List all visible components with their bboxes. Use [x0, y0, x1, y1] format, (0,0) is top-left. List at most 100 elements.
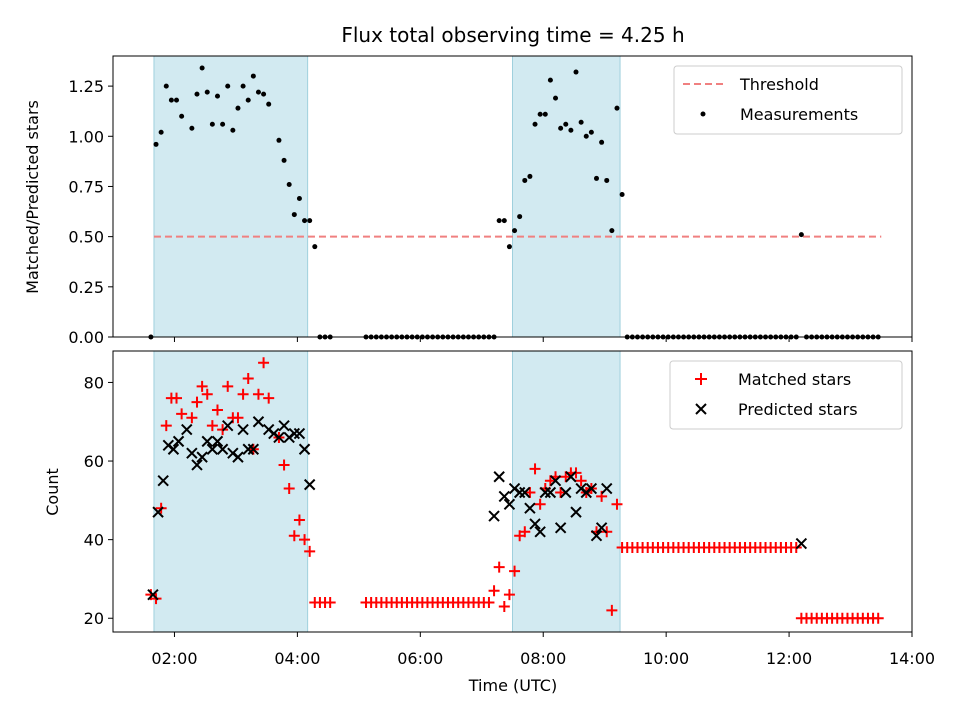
measurement-point	[194, 91, 200, 97]
measurement-point	[619, 191, 625, 197]
top-y-axis-label: Matched/Predicted stars	[23, 100, 42, 294]
matched-star-point	[201, 388, 213, 400]
predicted-star-point	[181, 423, 193, 436]
measurement-point	[307, 218, 313, 224]
bottom-y-tick-label: 40	[84, 531, 104, 550]
measurement-point	[527, 173, 533, 179]
predicted-star-point	[560, 486, 572, 499]
legend-matched-label: Matched stars	[738, 370, 851, 389]
measurement-point	[522, 177, 528, 183]
top-observing-spans	[153, 55, 621, 338]
measurement-point	[204, 89, 210, 95]
top-y-tick-label: 1.00	[68, 127, 104, 146]
predicted-star-point	[519, 486, 531, 499]
matched-star-point	[283, 483, 295, 495]
predicted-star-point	[288, 427, 301, 440]
predicted-star-point	[216, 443, 229, 455]
matched-star-point	[324, 597, 336, 609]
measurement-point	[583, 133, 589, 139]
measurement-point	[250, 73, 256, 79]
x-tick-label: 08:00	[520, 649, 566, 668]
measurement-point	[563, 121, 569, 127]
matched-star-point	[524, 486, 536, 498]
measurement-point	[517, 214, 523, 220]
bottom-y-tick-label: 20	[84, 609, 104, 628]
predicted-star-point	[503, 498, 516, 510]
predicted-star-point	[157, 474, 169, 487]
legend-predicted-label: Predicted stars	[738, 400, 858, 419]
top-y-ticks: 0.00 0.25 0.50 0.75 1.00 1.25	[68, 77, 113, 347]
measurement-point	[532, 121, 538, 127]
x-tick-label: 14:00	[889, 649, 935, 668]
top-axes-frame	[112, 55, 913, 338]
measurement-point	[558, 125, 564, 131]
matched-star-point	[611, 498, 623, 510]
measurement-point	[261, 91, 267, 97]
measurement-point	[230, 127, 236, 133]
matched-star-point	[519, 526, 531, 538]
matched-star-point	[288, 530, 300, 542]
predicted-star-point	[554, 522, 567, 534]
measurement-point	[542, 111, 548, 117]
matched-star-point	[196, 380, 208, 392]
predicted-star-point	[570, 506, 582, 518]
predicted-star-point	[201, 435, 213, 448]
predicted-star-point	[544, 486, 557, 499]
measurement-point	[512, 228, 518, 234]
bottom-x-ticks: 02:00 04:00 06:00 08:00 10:00 12:00 14:00	[151, 632, 935, 668]
measurement-point	[501, 218, 507, 224]
predicted-star-point	[524, 502, 536, 514]
predicted-star-point	[247, 443, 260, 455]
measurement-point	[199, 65, 205, 71]
matched-star-point	[278, 459, 290, 471]
top-y-tick-label: 0.00	[68, 328, 104, 347]
bottom-y-axis-label: Count	[43, 468, 62, 516]
legend-measurement-swatch	[700, 111, 706, 117]
matched-star-point	[509, 565, 521, 577]
measurement-point	[235, 105, 241, 111]
predicted-star-point	[493, 471, 505, 483]
predicted-star-point	[595, 522, 608, 534]
x-tick-label: 12:00	[766, 649, 812, 668]
predicted-star-point	[242, 443, 254, 455]
measurement-point	[506, 244, 512, 250]
top-y-tick-label: 0.50	[68, 228, 104, 247]
top-y-tick-label: 1.25	[68, 77, 104, 96]
measurement-point	[588, 129, 594, 135]
matched-star-point	[160, 420, 172, 432]
matched-star-point	[529, 463, 541, 475]
matched-star-point	[237, 388, 249, 400]
measurement-point	[312, 244, 318, 250]
matched-star-point	[493, 561, 505, 573]
matched-star-point	[211, 404, 223, 416]
matched-star-point	[206, 420, 218, 432]
predicted-star-point	[488, 510, 500, 522]
measurement-point	[220, 121, 226, 127]
predicted-star-point	[795, 537, 808, 550]
matched-star-point	[503, 589, 515, 601]
measurement-point	[568, 127, 574, 133]
predicted-star-point	[167, 443, 180, 455]
x-tick-label: 04:00	[274, 649, 320, 668]
x-tick-label: 06:00	[397, 649, 443, 668]
top-y-tick-label: 0.75	[68, 177, 104, 196]
legend-matched-swatch	[695, 373, 707, 385]
observing-span	[512, 55, 621, 338]
measurement-point	[266, 101, 272, 107]
matched-star-point	[488, 585, 500, 597]
matched-star-point	[534, 498, 546, 510]
top-y-tick-label: 0.25	[68, 278, 104, 297]
measurement-point	[276, 137, 282, 143]
measurement-point	[240, 83, 246, 89]
matched-star-point	[299, 534, 311, 546]
observing-span	[153, 55, 309, 338]
bottom-x-axis-label: Time (UTC)	[468, 676, 557, 695]
predicted-star-point	[186, 447, 198, 459]
legend-threshold-label: Threshold	[739, 75, 819, 94]
matched-star-point	[232, 412, 244, 424]
bottom-panel: 02:00 04:00 06:00 08:00 10:00 12:00 14:00 20 40…	[43, 350, 935, 695]
measurement-point	[614, 105, 620, 111]
measurement-point	[281, 157, 287, 163]
measurement-point	[599, 139, 605, 145]
measurement-point	[255, 89, 261, 95]
